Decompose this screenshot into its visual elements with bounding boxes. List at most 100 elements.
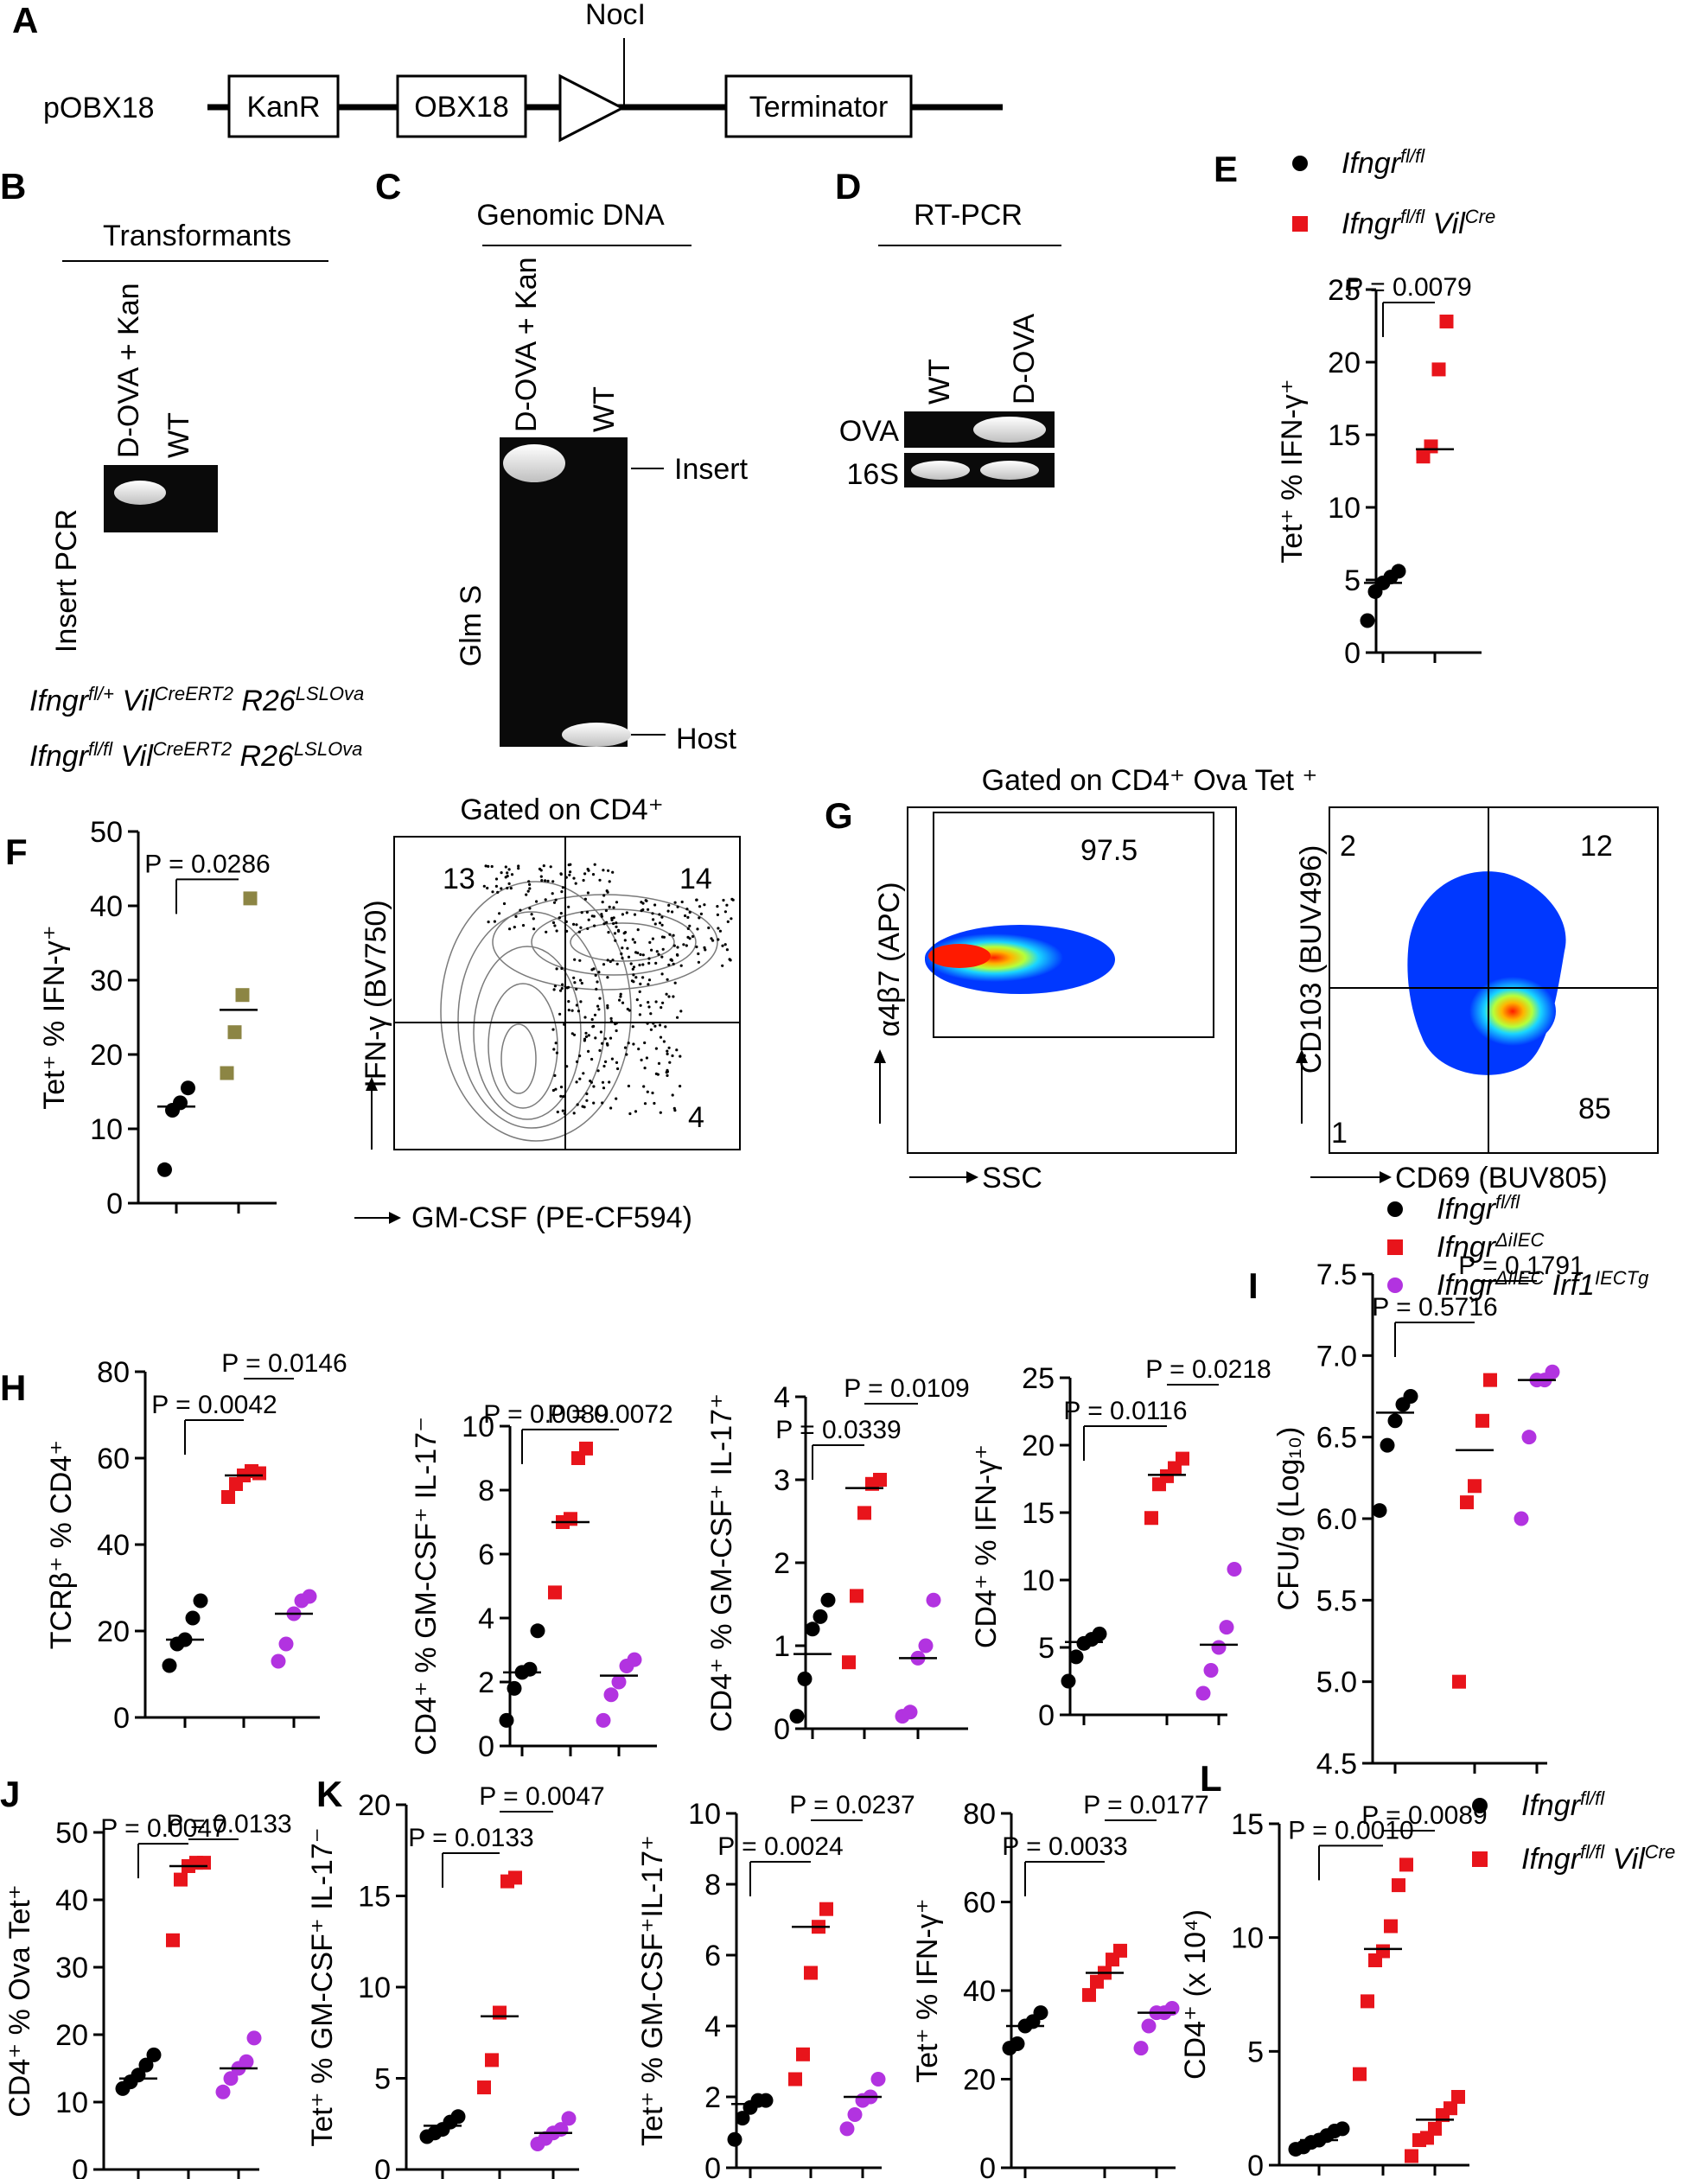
flow-event-dot bbox=[602, 922, 606, 926]
kanr-box bbox=[227, 74, 340, 138]
flow-event-dot bbox=[586, 927, 590, 930]
flow-event-dot bbox=[654, 1047, 659, 1050]
y-tick-label: 15 bbox=[358, 1881, 391, 1914]
data-point bbox=[173, 1095, 188, 1111]
flow-event-dot bbox=[668, 1061, 672, 1064]
legend-label-part: R26 bbox=[233, 685, 296, 717]
flow-event-dot bbox=[609, 1106, 613, 1110]
gel-d-ova-band bbox=[973, 417, 1046, 443]
flow-event-dot bbox=[630, 979, 634, 983]
legend-label-part: Ifngr bbox=[1521, 1789, 1582, 1822]
flow-event-dot bbox=[667, 1046, 671, 1049]
flow-event-dot bbox=[654, 1072, 659, 1075]
data-point bbox=[1424, 439, 1438, 454]
y-tick-label: 20 bbox=[1022, 1430, 1055, 1462]
y-tick-label: 10 bbox=[90, 1113, 123, 1146]
flow-event-dot bbox=[596, 980, 599, 984]
chart-i: 4.5 5.0 5.5 6.0 6.5 7.0 7.5 CFU/g (Log₁₀) P = 0.… bbox=[1272, 1252, 1584, 1781]
flow-event-dot bbox=[671, 1054, 674, 1058]
pvalue-label: P = 0.0089 bbox=[483, 1400, 609, 1429]
flow-event-dot bbox=[552, 988, 556, 991]
pvalue-label: P = 0.0089 bbox=[1361, 1801, 1487, 1830]
y-tick-label: 25 bbox=[1328, 274, 1361, 307]
flow-event-dot bbox=[528, 882, 532, 886]
flow-event-dot bbox=[647, 978, 652, 982]
y-tick-label: 8 bbox=[704, 1869, 721, 1902]
legend-label-part: Vil bbox=[1604, 1843, 1646, 1876]
data-point bbox=[485, 2053, 499, 2068]
flow-event-dot bbox=[704, 948, 707, 952]
pvalue-label: P = 0.0079 bbox=[1346, 273, 1471, 302]
flow-event-dot bbox=[592, 1101, 596, 1105]
flow-event-dot bbox=[602, 1086, 606, 1090]
flow-event-dot bbox=[611, 959, 615, 962]
flow-event-dot bbox=[559, 1086, 564, 1089]
chart-h3: 0 1 2 3 4 CD4⁺ % GM-CSF⁺ IL-17⁺ P = 0.0339 P = … bbox=[705, 1374, 970, 1746]
flow-event-dot bbox=[532, 917, 535, 921]
legend-label-sup: CreERT2 bbox=[155, 683, 233, 704]
flow-event-dot bbox=[623, 939, 627, 942]
flow-event-dot bbox=[558, 1012, 562, 1016]
flow-event-dot bbox=[647, 961, 651, 965]
flow-event-dot bbox=[561, 886, 565, 889]
flow-event-dot bbox=[643, 1041, 647, 1045]
legend-marker-circle bbox=[1292, 156, 1308, 171]
flow-event-dot bbox=[583, 1037, 587, 1041]
flow-event-dot bbox=[555, 929, 558, 933]
pvalue-label: P = 0.0218 bbox=[1145, 1355, 1271, 1384]
data-point bbox=[1399, 1857, 1413, 1872]
flow-event-dot bbox=[592, 1085, 596, 1088]
panel-b: B Transformants D-OVA + Kan WT Insert PC… bbox=[0, 166, 328, 653]
flow-event-dot bbox=[688, 924, 691, 927]
flow-event-dot bbox=[577, 930, 582, 933]
flow-event-dot bbox=[698, 916, 701, 920]
flow-event-dot bbox=[498, 912, 501, 915]
gel-c-host-band bbox=[562, 723, 631, 747]
flow-f-event-dots bbox=[482, 863, 735, 1116]
flow-event-dot bbox=[649, 1028, 653, 1031]
flow-event-dot bbox=[615, 1029, 618, 1033]
data-point bbox=[235, 988, 250, 1003]
data-point bbox=[758, 2093, 774, 2108]
data-point bbox=[820, 1592, 836, 1608]
flow-event-dot bbox=[688, 910, 691, 914]
legend-marker-circle bbox=[1387, 1201, 1403, 1217]
y-tick-label: 15 bbox=[1022, 1497, 1055, 1530]
flow-event-dot bbox=[666, 1049, 669, 1053]
flow-event-dot bbox=[666, 1052, 669, 1055]
legend-label: Ifngrfl/+ VilCreERT2 R26LSLOva bbox=[29, 683, 364, 718]
chart-h2: 0 2 4 6 8 10 CD4⁺ % GM-CSF⁺ IL-17⁻ P = 0.0089P … bbox=[410, 1400, 673, 1763]
legend-label: IfngrΔiIEC Irf1IECTg bbox=[1437, 1267, 1649, 1303]
flow-event-dot bbox=[609, 1016, 613, 1020]
flow-event-dot bbox=[723, 943, 727, 946]
gel-c-lane-2: WT bbox=[588, 386, 621, 432]
y-tick-label: 30 bbox=[55, 1952, 88, 1985]
panel-c: C Genomic DNA D-OVA + Kan WT Glm S Inser… bbox=[375, 166, 749, 755]
flow-event-dot bbox=[618, 998, 621, 1002]
flow-g-right-xlabel: CD69 (BUV805) bbox=[1395, 1162, 1608, 1195]
flow-event-dot bbox=[572, 976, 576, 979]
flow-event-dot bbox=[510, 873, 514, 876]
flow-event-dot bbox=[671, 910, 674, 914]
flow-event-dot bbox=[653, 903, 657, 907]
flow-f-title: Gated on CD4⁺ bbox=[460, 793, 663, 826]
gel-b-lane-1: D-OVA + Kan bbox=[112, 283, 145, 458]
gel-b-row-label: Insert PCR bbox=[50, 509, 83, 653]
y-tick-label: 10 bbox=[358, 1972, 391, 2004]
flow-event-dot bbox=[581, 1105, 584, 1108]
flow-event-dot bbox=[570, 1032, 574, 1035]
flow-event-dot bbox=[507, 868, 511, 871]
flow-event-dot bbox=[506, 886, 509, 890]
data-point bbox=[727, 2131, 742, 2147]
flow-event-dot bbox=[621, 913, 625, 916]
flow-event-dot bbox=[717, 927, 720, 930]
panel-letter-d: D bbox=[835, 166, 861, 207]
panel-letter-k: K bbox=[316, 1774, 342, 1814]
legend-marker-square bbox=[1292, 216, 1308, 232]
legend-label: Ifngrfl/fl bbox=[1437, 1191, 1520, 1226]
flow-f-quad-ul: 13 bbox=[443, 863, 475, 895]
y-axis-label: TCRβ⁺ % CD4⁺ bbox=[45, 1440, 78, 1649]
flow-event-dot bbox=[695, 945, 698, 949]
flow-event-dot bbox=[671, 1093, 674, 1097]
data-point bbox=[1451, 2090, 1465, 2104]
